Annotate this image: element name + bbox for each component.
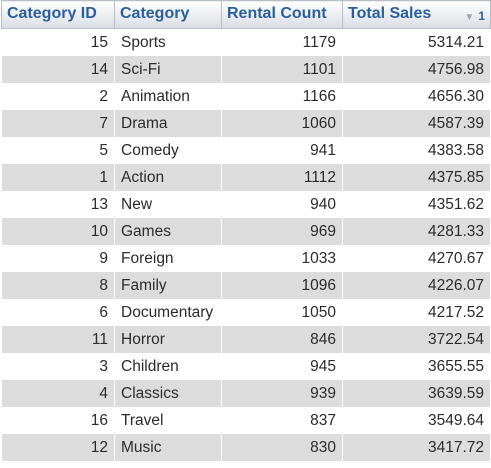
cell-category-id: 13 — [1, 191, 115, 218]
header-label: Category — [120, 5, 190, 23]
cell-total-sales: 3655.55 — [342, 353, 491, 380]
cell-total-sales: 4756.98 — [342, 56, 491, 83]
cell-rental-count: 1096 — [221, 272, 343, 299]
cell-rental-count: 939 — [221, 380, 343, 407]
cell-category: Travel — [114, 407, 222, 434]
cell-category-id: 14 — [1, 56, 115, 83]
header-row: Category ID Category Rental Count Total … — [1, 0, 491, 29]
cell-category: Foreign — [114, 245, 222, 272]
cell-rental-count: 1166 — [221, 83, 343, 110]
header-label: Category ID — [7, 5, 97, 23]
cell-rental-count: 940 — [221, 191, 343, 218]
cell-rental-count: 945 — [221, 353, 343, 380]
cell-category-id: 4 — [1, 380, 115, 407]
table-row[interactable]: 10 Games 969 4281.33 — [1, 218, 491, 245]
cell-rental-count: 1050 — [221, 299, 343, 326]
table-row[interactable]: 8 Family 1096 4226.07 — [1, 272, 491, 299]
header-label: Rental Count — [227, 5, 327, 23]
sort-indicator: ▼ 1 — [464, 9, 485, 23]
cell-category-id: 2 — [1, 83, 115, 110]
cell-category: Action — [114, 164, 222, 191]
cell-rental-count: 1179 — [221, 28, 343, 56]
table-row[interactable]: 7 Drama 1060 4587.39 — [1, 110, 491, 137]
table-row[interactable]: 9 Foreign 1033 4270.67 — [1, 245, 491, 272]
column-header-category-id[interactable]: Category ID — [1, 0, 115, 29]
cell-category-id: 5 — [1, 137, 115, 164]
cell-category-id: 3 — [1, 353, 115, 380]
cell-rental-count: 1033 — [221, 245, 343, 272]
cell-total-sales: 3417.72 — [342, 434, 491, 461]
cell-category-id: 8 — [1, 272, 115, 299]
cell-rental-count: 1101 — [221, 56, 343, 83]
cell-total-sales: 4656.30 — [342, 83, 491, 110]
cell-total-sales: 4270.67 — [342, 245, 491, 272]
cell-total-sales: 4281.33 — [342, 218, 491, 245]
cell-category: New — [114, 191, 222, 218]
cell-category: Family — [114, 272, 222, 299]
cell-category-id: 9 — [1, 245, 115, 272]
cell-total-sales: 4383.58 — [342, 137, 491, 164]
cell-rental-count: 837 — [221, 407, 343, 434]
table-row[interactable]: 12 Music 830 3417.72 — [1, 434, 491, 461]
sort-descending-icon: ▼ — [464, 12, 475, 24]
cell-category: Children — [114, 353, 222, 380]
table-row[interactable]: 4 Classics 939 3639.59 — [1, 380, 491, 407]
cell-category: Documentary — [114, 299, 222, 326]
table-row[interactable]: 5 Comedy 941 4383.58 — [1, 137, 491, 164]
cell-category: Music — [114, 434, 222, 461]
cell-category-id: 7 — [1, 110, 115, 137]
cell-category: Sci-Fi — [114, 56, 222, 83]
table-row[interactable]: 3 Children 945 3655.55 — [1, 353, 491, 380]
cell-category: Games — [114, 218, 222, 245]
table-row[interactable]: 16 Travel 837 3549.64 — [1, 407, 491, 434]
cell-category-id: 6 — [1, 299, 115, 326]
cell-category: Horror — [114, 326, 222, 353]
cell-total-sales: 4351.62 — [342, 191, 491, 218]
cell-category-id: 10 — [1, 218, 115, 245]
cell-rental-count: 846 — [221, 326, 343, 353]
cell-category: Classics — [114, 380, 222, 407]
column-header-category[interactable]: Category — [114, 0, 222, 29]
cell-total-sales: 4587.39 — [342, 110, 491, 137]
cell-category-id: 1 — [1, 164, 115, 191]
table-row[interactable]: 6 Documentary 1050 4217.52 — [1, 299, 491, 326]
cell-rental-count: 969 — [221, 218, 343, 245]
table-row[interactable]: 15 Sports 1179 5314.21 — [1, 28, 491, 56]
cell-category: Drama — [114, 110, 222, 137]
table-row[interactable]: 1 Action 1112 4375.85 — [1, 164, 491, 191]
cell-rental-count: 1060 — [221, 110, 343, 137]
header-label: Total Sales — [348, 5, 432, 23]
cell-rental-count: 830 — [221, 434, 343, 461]
cell-category: Sports — [114, 28, 222, 56]
cell-total-sales: 5314.21 — [342, 28, 491, 56]
cell-category: Animation — [114, 83, 222, 110]
cell-total-sales: 3639.59 — [342, 380, 491, 407]
cell-total-sales: 3722.54 — [342, 326, 491, 353]
table-row[interactable]: 11 Horror 846 3722.54 — [1, 326, 491, 353]
cell-category: Comedy — [114, 137, 222, 164]
table-row[interactable]: 2 Animation 1166 4656.30 — [1, 83, 491, 110]
cell-total-sales: 3549.64 — [342, 407, 491, 434]
cell-rental-count: 1112 — [221, 164, 343, 191]
cell-rental-count: 941 — [221, 137, 343, 164]
sort-order-number: 1 — [478, 9, 485, 24]
cell-category-id: 12 — [1, 434, 115, 461]
cell-category-id: 15 — [1, 28, 115, 56]
cell-total-sales: 4226.07 — [342, 272, 491, 299]
column-header-rental-count[interactable]: Rental Count — [221, 0, 343, 29]
table-row[interactable]: 13 New 940 4351.62 — [1, 191, 491, 218]
cell-total-sales: 4375.85 — [342, 164, 491, 191]
cell-category-id: 11 — [1, 326, 115, 353]
cell-category-id: 16 — [1, 407, 115, 434]
column-header-total-sales[interactable]: Total Sales ▼ 1 — [342, 0, 491, 29]
table-row[interactable]: 14 Sci-Fi 1101 4756.98 — [1, 56, 491, 83]
cell-total-sales: 4217.52 — [342, 299, 491, 326]
